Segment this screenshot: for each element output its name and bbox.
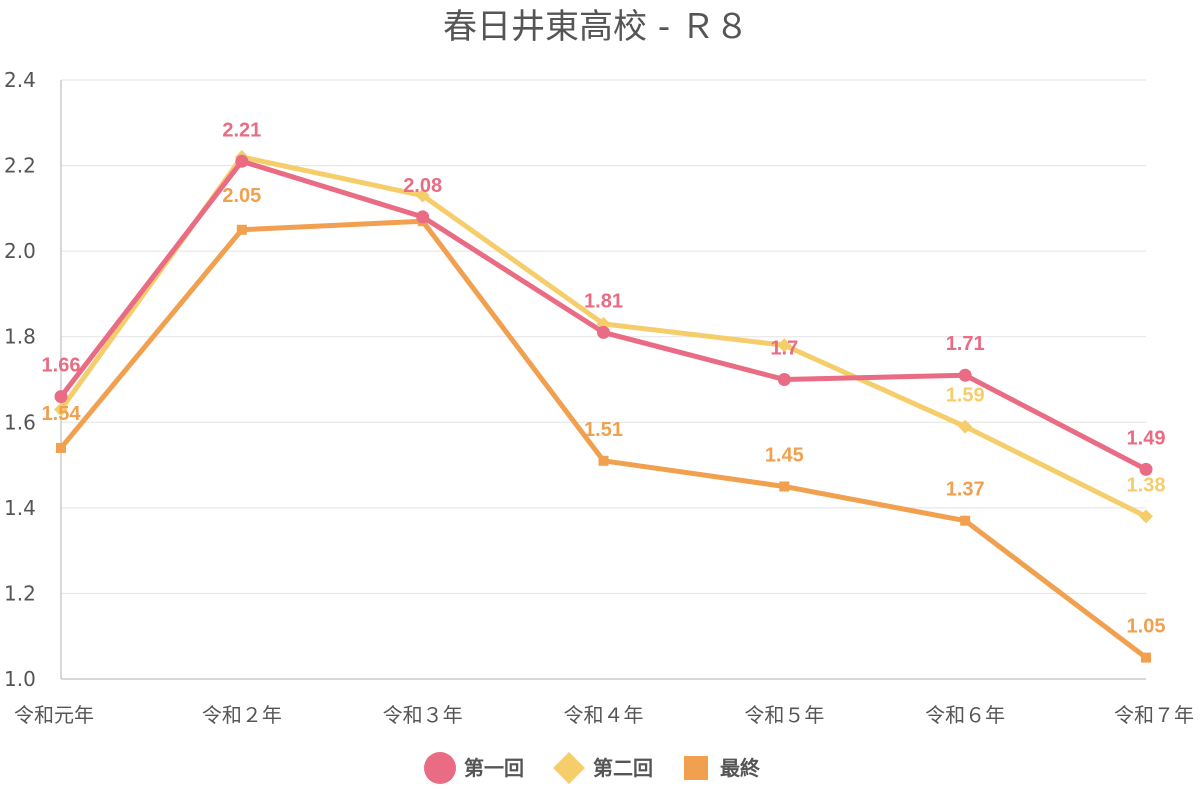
data-point-diamond[interactable] bbox=[415, 188, 430, 203]
data-label: 1.38 bbox=[1127, 474, 1166, 496]
series-0 bbox=[54, 154, 1153, 476]
data-label: 1.49 bbox=[1127, 427, 1166, 449]
legend-item-2[interactable]: 最終 bbox=[684, 756, 761, 780]
data-point-square[interactable] bbox=[56, 442, 66, 453]
data-point-square[interactable] bbox=[1141, 652, 1151, 663]
y-tick-label: 1.8 bbox=[4, 325, 36, 349]
data-point-circle[interactable] bbox=[54, 390, 68, 404]
legend-circle-icon bbox=[424, 752, 456, 784]
data-label: 1.54 bbox=[42, 403, 82, 425]
y-tick-label: 1.6 bbox=[4, 410, 36, 434]
data-point-circle[interactable] bbox=[416, 210, 430, 224]
data-label: 1.66 bbox=[42, 355, 81, 377]
data-point-diamond[interactable] bbox=[54, 402, 68, 417]
axis-layer: 1.0 1.2 1.4 1.6 1.8 2.0 2.2 2.4 令和元年 令和２年 令和３年 令和４年… bbox=[4, 68, 1194, 727]
chart-title: 春日井東高校 - Ｒ８ bbox=[443, 7, 749, 47]
x-tick-label: 令和７年 bbox=[1114, 703, 1194, 727]
x-tick-label: 令和５年 bbox=[744, 703, 824, 727]
data-point-square[interactable] bbox=[960, 515, 971, 526]
legend-label: 最終 bbox=[720, 756, 761, 780]
series-layer bbox=[54, 150, 1153, 663]
legend-item-0[interactable]: 第一回 bbox=[424, 752, 524, 784]
y-tick-label: 1.4 bbox=[4, 496, 36, 520]
data-label: 2.08 bbox=[403, 175, 442, 197]
data-label: 2.05 bbox=[222, 185, 261, 207]
data-label-layer: 1.66 2.21 2.08 1.81 1.7 1.71 1.49 1.59 1.38 1.54 2… bbox=[42, 119, 1166, 637]
legend[interactable]: 第一回 第二回 最終 bbox=[424, 752, 761, 784]
data-point-diamond[interactable] bbox=[777, 338, 792, 353]
data-label: 1.05 bbox=[1127, 616, 1166, 638]
data-point-circle[interactable] bbox=[597, 325, 610, 339]
data-label: 1.81 bbox=[584, 290, 623, 312]
y-tick-label: 2.0 bbox=[4, 239, 36, 263]
data-label: 1.45 bbox=[765, 444, 804, 466]
x-tick-label: 令和４年 bbox=[564, 703, 644, 727]
x-tick-label: 令和３年 bbox=[383, 703, 463, 727]
y-tick-label: 1.0 bbox=[4, 667, 36, 691]
y-tick-label: 1.2 bbox=[4, 581, 36, 605]
data-point-circle[interactable] bbox=[235, 154, 249, 168]
data-point-diamond[interactable] bbox=[1139, 509, 1153, 524]
data-label: 1.59 bbox=[946, 385, 985, 407]
y-tick-label: 2.4 bbox=[4, 68, 36, 92]
data-point-square[interactable] bbox=[779, 481, 790, 492]
data-point-diamond[interactable] bbox=[958, 419, 973, 434]
data-point-circle[interactable] bbox=[958, 368, 972, 382]
x-tick-label: 令和６年 bbox=[925, 703, 1005, 727]
data-label: 1.51 bbox=[584, 419, 623, 441]
data-point-circle[interactable] bbox=[777, 373, 791, 386]
legend-label: 第二回 bbox=[593, 756, 653, 780]
grid-layer bbox=[61, 79, 1146, 680]
legend-square-icon bbox=[684, 756, 708, 780]
data-point-circle[interactable] bbox=[1139, 462, 1153, 476]
data-label: 2.21 bbox=[222, 119, 261, 141]
data-label: 1.37 bbox=[946, 479, 985, 501]
x-tick-label: 令和２年 bbox=[202, 703, 282, 727]
data-label: 1.71 bbox=[946, 333, 985, 355]
y-tick-label: 2.2 bbox=[4, 154, 36, 178]
legend-item-1[interactable]: 第二回 bbox=[553, 752, 653, 784]
data-point-square[interactable] bbox=[598, 455, 609, 466]
legend-label: 第一回 bbox=[464, 756, 524, 780]
data-point-square[interactable] bbox=[236, 224, 247, 235]
data-label: 1.7 bbox=[770, 338, 798, 360]
x-tick-label: 令和元年 bbox=[14, 703, 94, 727]
legend-diamond-icon bbox=[553, 752, 585, 784]
